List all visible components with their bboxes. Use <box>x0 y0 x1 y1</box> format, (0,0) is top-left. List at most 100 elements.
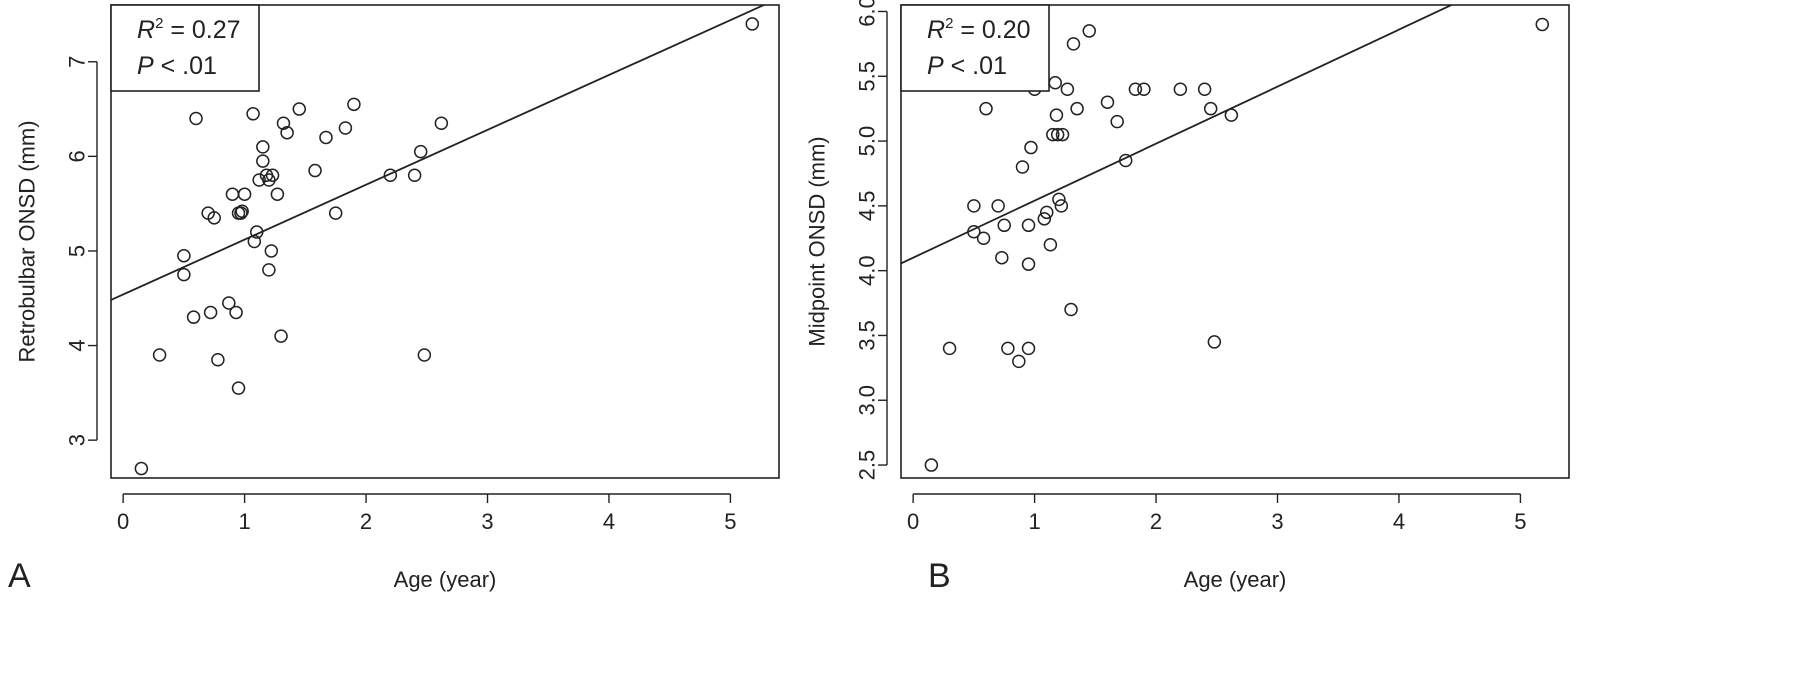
data-point <box>189 111 203 126</box>
data-point <box>924 458 939 472</box>
data-points <box>134 17 760 476</box>
data-point <box>1207 335 1222 349</box>
x-tick-label: 4 <box>1393 509 1405 534</box>
x-tick-label: 2 <box>360 509 372 534</box>
data-point <box>1064 302 1078 317</box>
p-value-text: P < .01 <box>927 52 1007 80</box>
y-tick-label: 4.5 <box>855 191 880 222</box>
data-point <box>234 206 248 220</box>
data-point <box>249 225 264 239</box>
x-tick-label: 1 <box>1028 509 1040 534</box>
y-tick-label: 6.0 <box>855 0 880 27</box>
data-point <box>997 218 1011 233</box>
data-point <box>177 267 191 282</box>
data-point <box>1197 82 1212 96</box>
data-point <box>967 199 981 213</box>
data-point <box>383 168 398 183</box>
x-axis-label: Age (year) <box>1184 567 1287 592</box>
data-point <box>1024 140 1038 155</box>
p-value: < .01 <box>154 52 217 80</box>
r-squared-value: = 0.20 <box>953 16 1030 44</box>
y-tick-label: 5 <box>65 245 90 257</box>
data-point <box>1050 127 1065 142</box>
y-tick-label: 7 <box>65 56 90 68</box>
plot-frame <box>900 4 1570 479</box>
x-tick-label: 5 <box>724 509 736 534</box>
data-point <box>1224 108 1239 122</box>
data-point <box>1118 153 1133 168</box>
data-point <box>1110 114 1124 129</box>
data-point <box>1021 218 1036 233</box>
r-squared-text: R2 = 0.27 <box>137 15 241 44</box>
data-point <box>1137 82 1151 96</box>
data-point <box>256 140 270 154</box>
x-tick-label: 1 <box>238 509 250 534</box>
data-point <box>211 353 225 367</box>
data-point <box>280 125 294 140</box>
data-point <box>976 231 991 246</box>
data-point <box>235 204 249 218</box>
x-tick-label: 2 <box>1150 509 1162 534</box>
data-point <box>967 225 981 239</box>
data-point <box>1054 199 1069 213</box>
data-point <box>745 17 760 31</box>
data-point <box>1535 17 1550 32</box>
data-point <box>274 329 288 343</box>
panel-a: 0 1 2 3 4 5 3 4 5 6 7 Age (year) Retrobulbar ONSD (m… <box>8 4 780 595</box>
data-point <box>256 154 270 168</box>
data-point <box>1070 101 1084 116</box>
stats-box <box>900 4 1050 92</box>
y-tick-label: 3.5 <box>855 320 880 351</box>
data-point <box>1066 37 1081 51</box>
data-point <box>308 163 322 178</box>
data-point <box>1049 108 1064 122</box>
data-point <box>347 97 361 112</box>
data-point <box>252 173 266 187</box>
data-point <box>338 121 353 135</box>
data-point <box>407 168 422 183</box>
y-tick-label: 2.5 <box>855 450 880 481</box>
data-point <box>264 244 279 258</box>
data-point <box>1021 257 1036 271</box>
data-point <box>270 187 285 201</box>
data-point <box>991 199 1005 213</box>
data-point <box>1012 354 1026 369</box>
data-point <box>134 461 149 476</box>
data-point <box>1203 101 1218 116</box>
y-tick-label: 3 <box>65 434 90 446</box>
data-point <box>1055 127 1070 142</box>
x-tick-label: 3 <box>1271 509 1283 534</box>
data-point <box>1021 341 1036 356</box>
r-squared-text: R2 = 0.20 <box>927 15 1031 44</box>
x-tick-label: 0 <box>117 509 129 534</box>
data-point <box>229 305 243 320</box>
panel-letter: A <box>8 557 31 595</box>
data-point <box>1043 237 1058 252</box>
data-point <box>319 130 333 145</box>
y-tick-label: 4.0 <box>855 255 880 286</box>
x-axis-label: Age (year) <box>394 567 497 592</box>
x-tick-label: 0 <box>907 509 919 534</box>
regression-line <box>111 5 767 301</box>
y-tick-label: 4 <box>65 339 90 351</box>
data-point <box>995 250 1009 265</box>
panel-letter: B <box>928 557 951 595</box>
data-point <box>1046 127 1060 142</box>
data-point <box>203 305 218 320</box>
p-symbol: P <box>927 52 944 80</box>
data-point <box>434 116 449 130</box>
y-axis-label: Retrobulbar ONSD (mm) <box>15 120 40 362</box>
data-point <box>1039 205 1054 220</box>
data-point <box>292 102 307 116</box>
data-point <box>247 234 262 249</box>
data-point <box>177 248 191 263</box>
data-point <box>231 381 246 395</box>
data-point <box>1052 192 1066 207</box>
data-point <box>265 168 280 183</box>
data-point <box>1128 82 1143 96</box>
r-squared-value: = 0.27 <box>163 16 240 44</box>
y-axis-label: Midpoint ONSD (mm) <box>805 136 830 346</box>
data-point <box>237 187 252 201</box>
